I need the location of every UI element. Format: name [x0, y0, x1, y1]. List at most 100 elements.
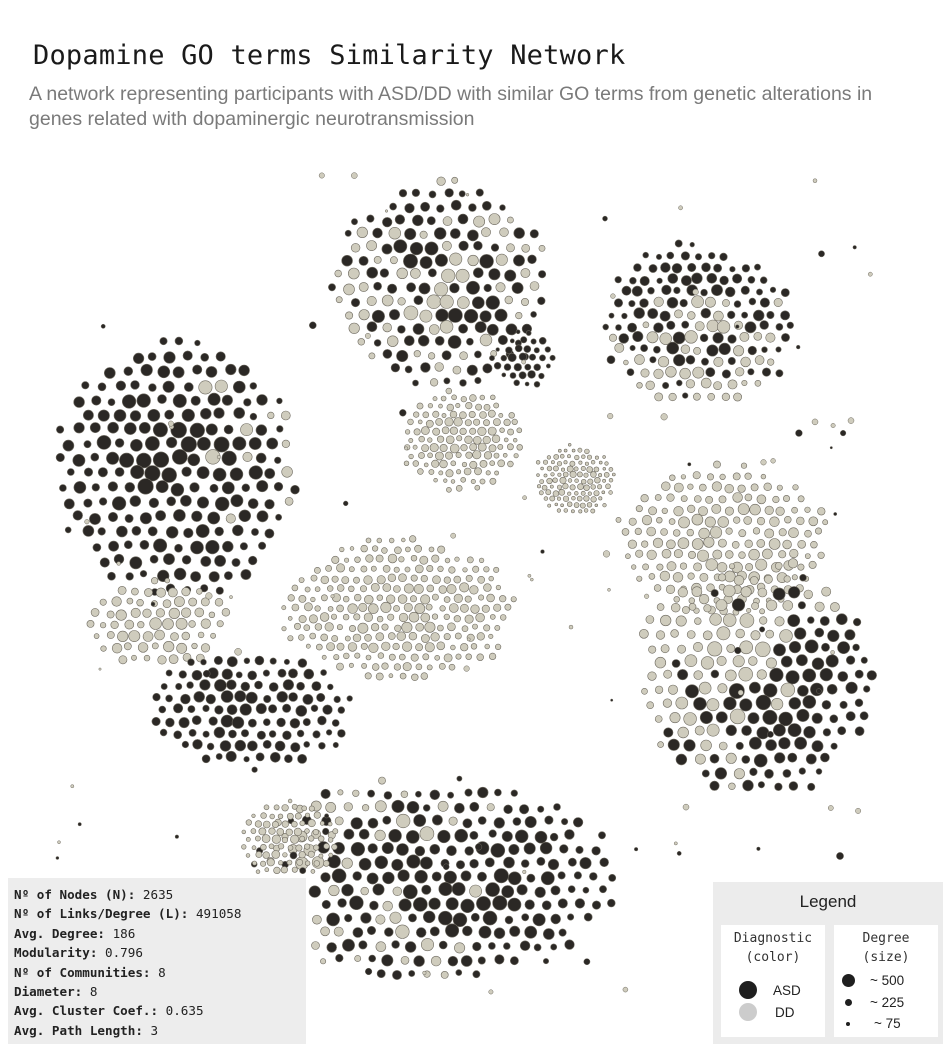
network-node	[706, 344, 719, 357]
network-node	[711, 481, 723, 492]
network-node	[392, 642, 400, 651]
network-node	[709, 753, 720, 764]
network-node	[387, 335, 399, 347]
network-node	[200, 643, 211, 653]
network-node	[764, 574, 773, 584]
network-node	[464, 595, 472, 603]
network-node	[160, 683, 168, 690]
network-node	[165, 694, 173, 703]
network-node	[367, 789, 375, 798]
network-node	[397, 594, 408, 604]
network-node	[483, 403, 491, 411]
network-node	[686, 528, 694, 537]
network-node	[750, 483, 759, 492]
network-node	[499, 204, 506, 211]
network-node	[213, 436, 230, 453]
network-node	[331, 719, 340, 727]
network-node	[448, 566, 456, 574]
network-node	[532, 913, 546, 927]
network-node	[709, 526, 723, 539]
network-node	[84, 519, 90, 525]
network-node	[666, 539, 676, 550]
network-node	[470, 643, 478, 650]
network-node	[456, 435, 463, 442]
network-node	[827, 629, 840, 643]
network-node	[172, 449, 188, 465]
network-node	[759, 626, 766, 633]
network-node	[740, 586, 752, 598]
network-node	[106, 631, 115, 639]
network-node	[431, 814, 443, 826]
network-node	[276, 828, 285, 836]
network-node	[72, 510, 83, 521]
network-node	[293, 622, 301, 630]
network-node	[582, 886, 590, 894]
network-node	[699, 333, 709, 343]
network-node	[446, 584, 457, 595]
network-node	[787, 614, 801, 627]
network-node	[414, 869, 428, 884]
network-node	[139, 570, 148, 578]
network-node	[786, 321, 794, 329]
network-node	[403, 305, 419, 321]
network-node	[326, 942, 337, 953]
network-node	[344, 557, 350, 563]
network-node	[439, 294, 454, 309]
network-node	[55, 856, 60, 860]
network-node	[454, 632, 462, 640]
network-node	[447, 307, 463, 323]
network-node	[444, 557, 451, 564]
network-node	[380, 601, 392, 613]
network-node	[537, 805, 545, 813]
network-node	[830, 602, 840, 612]
network-node	[223, 424, 234, 435]
network-node	[451, 176, 459, 184]
network-node	[634, 354, 645, 365]
network-node	[205, 693, 216, 705]
network-node	[289, 851, 298, 860]
network-node	[192, 739, 203, 750]
network-node	[494, 308, 508, 322]
network-node	[852, 643, 860, 652]
network-node	[805, 753, 817, 765]
stat-row: Diameter: 8	[14, 982, 300, 1001]
network-node	[647, 287, 655, 295]
network-node	[502, 452, 508, 458]
stat-row: Avg. Degree: 186	[14, 924, 300, 943]
network-node	[350, 298, 360, 308]
network-node	[767, 731, 774, 738]
network-node	[574, 478, 579, 483]
network-node	[586, 502, 593, 508]
network-node	[295, 844, 303, 852]
network-node	[391, 940, 400, 949]
network-node	[775, 323, 784, 331]
network-node	[603, 471, 610, 478]
network-node	[418, 435, 425, 443]
network-node	[404, 228, 417, 241]
network-node	[680, 495, 688, 502]
network-node	[277, 813, 284, 819]
network-node	[504, 915, 514, 925]
network-node	[782, 494, 790, 502]
network-node	[410, 653, 419, 662]
network-node	[365, 554, 374, 563]
network-node	[468, 203, 477, 212]
network-node	[614, 276, 622, 284]
network-node	[302, 694, 314, 705]
network-node	[354, 593, 362, 602]
network-node	[297, 754, 307, 764]
network-node	[769, 286, 777, 293]
network-node	[296, 859, 304, 866]
network-node	[381, 641, 391, 651]
stat-row: Avg. Cluster Coef.: 0.635	[14, 1001, 300, 1020]
network-node	[688, 602, 697, 611]
network-node	[258, 827, 267, 836]
network-node	[493, 603, 502, 612]
network-node	[371, 623, 380, 632]
network-node	[202, 704, 210, 713]
network-node	[166, 436, 178, 449]
network-node	[460, 396, 467, 403]
network-node	[369, 900, 379, 911]
network-node	[449, 252, 463, 266]
network-node	[680, 344, 691, 354]
